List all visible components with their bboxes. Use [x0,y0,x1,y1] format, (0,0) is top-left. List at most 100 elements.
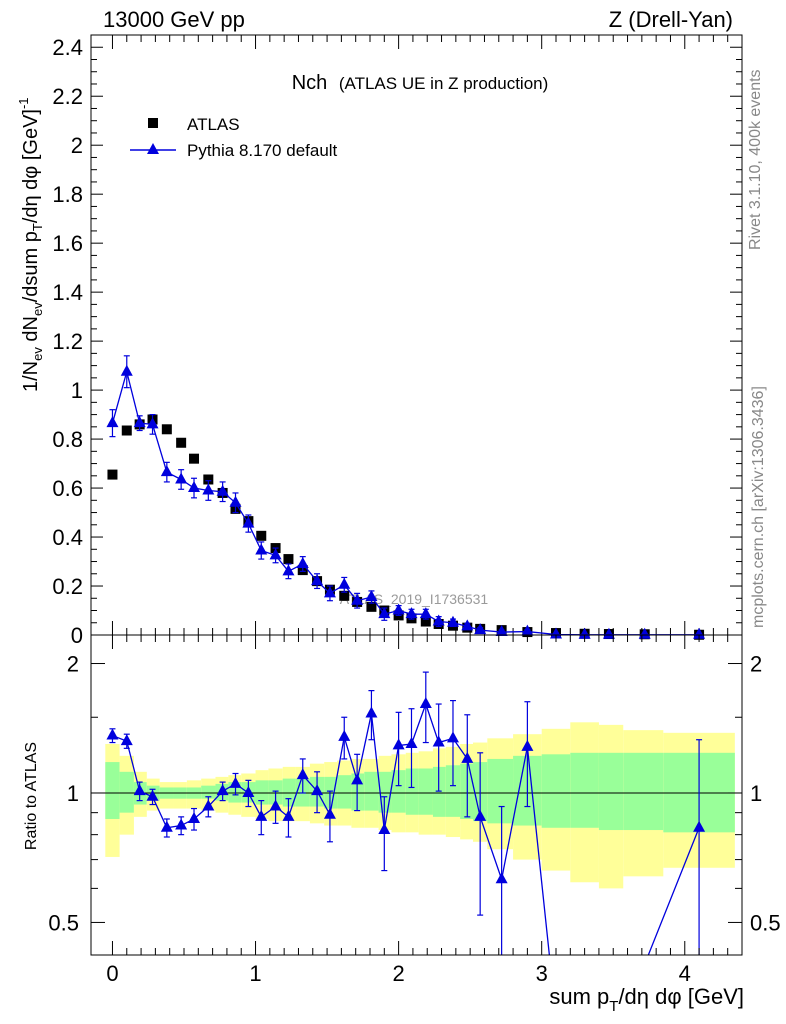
pythia-point [311,574,324,586]
ratio-point [216,784,229,796]
ratio-point [351,773,364,785]
atlas-point [420,616,431,627]
main-ytick-label: 0 [71,623,83,648]
ratio-xtick-label: 1 [249,961,261,986]
legend: ATLAS Pythia 8.170 default [130,115,338,160]
ratio-point [378,823,391,835]
ratio-band-stat [391,770,406,813]
ratio-point [338,729,351,741]
ratio-xticks: 0 1 2 3 4 [106,635,743,986]
pythia-point [550,627,562,639]
atlas-point [189,453,200,464]
ratio-band-stat [405,768,419,815]
pythia-point [392,603,405,615]
watermark: ATLAS_2019_I1736531 [340,591,489,607]
main-ytick-label: 1.6 [52,231,83,256]
ratio-band-stat [570,752,599,828]
atlas-point [121,425,132,436]
atlas-point [256,530,267,541]
ratio-point [282,809,295,821]
ratio-point [521,739,534,751]
pythia-point [120,364,133,376]
pythia-point [693,627,706,639]
pythia-point [461,619,474,631]
ratio-point [405,736,418,748]
pythia-point [338,577,351,589]
ratio-band-stat [201,785,216,799]
pythia-point [495,625,508,637]
svg-text:Nch (ATLAS UE in Z pro: Nch (ATLAS UE in Z production) [292,72,549,94]
ratio-band-stat [487,758,514,824]
ratio-band-stat [445,765,461,817]
pythia-point [188,481,201,493]
ratio-band-stat [364,771,379,811]
mcplots-info: mcplots.cern.ch [arXiv:1306.3436] [750,386,767,628]
ratio-band-stat [119,771,134,813]
ratio-band-stat [337,775,352,809]
main-xticks [111,35,743,635]
ratio-point [495,872,508,884]
pythia-point [269,548,282,560]
ratio-band-stat [418,768,433,815]
ratio-band-stat [255,780,269,805]
pythia-point [419,607,432,619]
legend-marker-atlas [148,118,158,128]
main-ytick-label: 2 [71,133,83,158]
chart-subtitle: (ATLAS UE in Z production) [339,74,548,93]
ratio-band-stat [598,752,624,831]
pythia-point [351,593,364,605]
pythia-point [521,624,534,636]
pythia-point [323,586,336,598]
ratio-yticks: 0.5 0.5 1 1 2 2 [48,652,780,936]
ratio-point [146,789,159,801]
pythia-point [405,607,418,619]
ratio-xtick-label: 0 [106,961,118,986]
legend-marker-pythia [147,143,159,154]
atlas-point [107,469,118,480]
ratio-data [106,671,706,955]
ratio-point [188,811,201,823]
pythia-point [229,495,242,507]
ratio-point [446,731,459,743]
header-right: Z (Drell-Yan) [609,7,733,32]
ratio-point [461,751,474,763]
main-yticks: 0 0.2 0.4 0.6 0.8 1 1.2 1.4 1.6 1.8 2 2.2 2.4 [52,35,742,648]
pythia-point [578,627,591,639]
header-left: 13000 GeV pp [103,7,245,32]
ratio-point [202,799,215,811]
ratio-point [311,784,324,796]
ratio-point [296,768,309,780]
main-ytick-label: 0.8 [52,427,83,452]
ratio-point [419,697,432,709]
ratio-xtick-label: 3 [536,961,548,986]
pythia-point [602,627,615,639]
ratio-point [160,820,173,832]
pythia-point [175,472,188,484]
pythia-point [242,516,255,528]
main-ytick-label: 2.4 [52,35,83,60]
ratio-ylabel: Ratio to ATLAS [23,742,40,850]
ratio-panel: 0.5 0.5 1 1 2 2 0 1 2 3 4 Ratio to ATLAS [23,634,781,986]
ratio-point [120,734,133,746]
main-ytick-label: 1.8 [52,182,83,207]
ratio-ytick-label: 1 [67,781,79,806]
pythia-point [282,564,295,576]
main-title: Nch (ATLAS UE in Z production) [292,72,549,94]
ratio-ytick-label-right: 1 [750,781,762,806]
main-ytick-label: 1.4 [52,280,83,305]
ratio-band-stat [623,752,664,831]
legend-label-pythia: Pythia 8.170 default [187,141,338,160]
pythia-point [133,416,146,428]
atlas-point [366,601,377,612]
pythia-point [146,417,159,429]
x-axis-label: sum pT/dη dφ [GeV] [549,984,744,1015]
ratio-band-stat [460,763,474,819]
ratio-point [474,809,487,821]
ratio-ytick-label: 0.5 [48,910,79,935]
ratio-xtick-label: 4 [679,961,691,986]
pythia-point [106,416,119,428]
main-ytick-label: 0.6 [52,476,83,501]
pythia-point [160,465,173,477]
ratio-point [432,735,445,747]
